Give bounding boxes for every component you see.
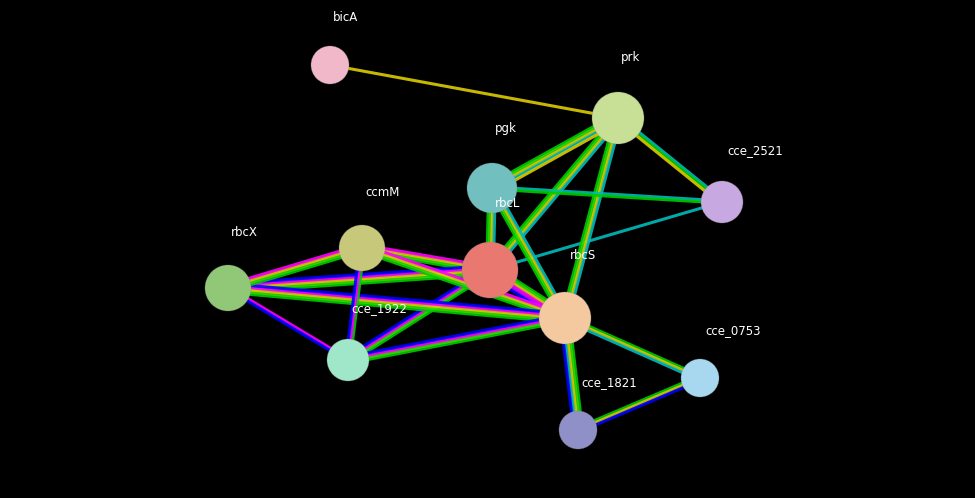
Circle shape (311, 46, 349, 84)
Circle shape (327, 339, 369, 381)
Text: cce_0753: cce_0753 (705, 324, 760, 337)
Text: cce_1821: cce_1821 (581, 376, 637, 389)
Text: rbcL: rbcL (495, 197, 521, 210)
Circle shape (205, 265, 251, 311)
Circle shape (539, 292, 591, 344)
Circle shape (681, 359, 719, 397)
Text: cce_2521: cce_2521 (727, 144, 783, 157)
Text: cce_1922: cce_1922 (351, 302, 407, 315)
Text: bicA: bicA (333, 11, 358, 24)
Circle shape (462, 242, 518, 298)
Circle shape (559, 411, 597, 449)
Text: prk: prk (621, 51, 641, 64)
Circle shape (467, 163, 517, 213)
Circle shape (592, 92, 644, 144)
Circle shape (339, 225, 385, 271)
Text: ccmM: ccmM (365, 186, 400, 199)
Text: rbcS: rbcS (570, 249, 597, 262)
Circle shape (701, 181, 743, 223)
Text: pgk: pgk (495, 122, 517, 135)
Text: rbcX: rbcX (231, 226, 257, 239)
